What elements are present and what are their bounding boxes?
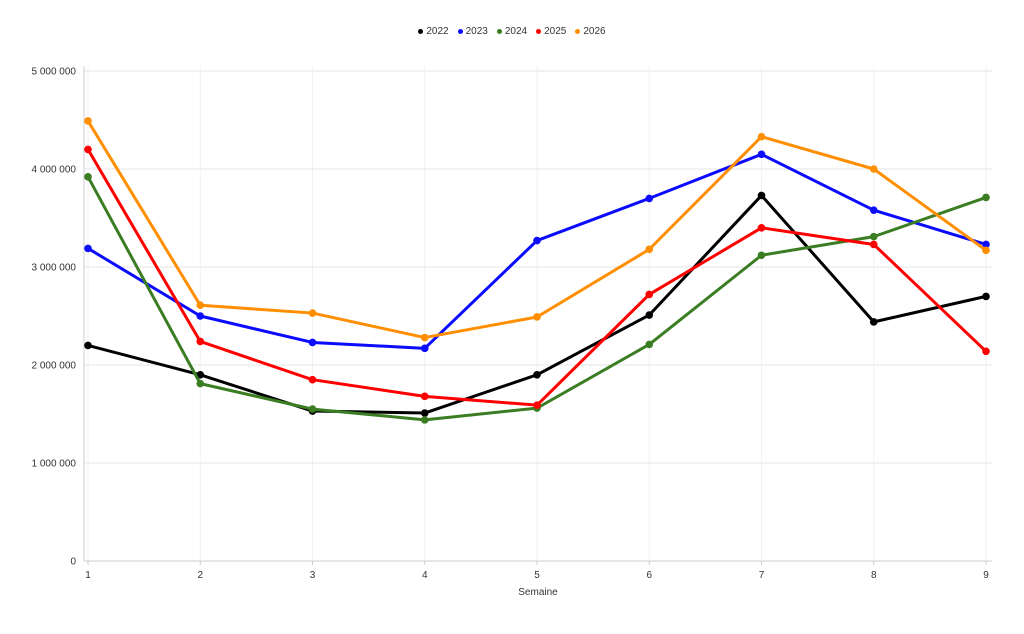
data-point-2026-w3 [308,309,317,317]
y-tick-label: 0 [70,557,76,568]
data-point-2023-w4 [420,344,429,353]
data-point-2024-w3 [308,405,317,413]
y-tick-label: 3 000 000 [32,263,77,274]
x-tick-label: 2 [197,570,203,581]
x-tick-label: 8 [871,570,877,581]
data-point-2025-w8 [869,240,878,249]
legend-marker-icon [418,29,424,34]
data-point-2022-w1 [84,341,92,350]
x-tick-label: 7 [759,570,765,581]
data-point-2024-w4 [420,416,429,424]
data-point-2023-w5 [533,236,541,245]
y-tick-label: 2 000 000 [32,361,77,372]
legend-item-2026: 2026 [575,26,606,37]
data-point-2024-w7 [757,251,766,260]
x-tick-label: 3 [310,570,316,581]
legend-marker-icon [496,29,502,34]
data-point-2022-w4 [420,409,429,417]
data-point-2025-w9 [982,347,990,356]
legend-marker-icon [536,29,542,34]
legend-item-2024: 2024 [496,26,528,37]
data-point-2025-w1 [84,145,92,154]
x-tick-label: 4 [422,570,428,581]
x-tick-label: 9 [983,570,989,581]
x-axis-title: Semaine [518,587,558,598]
data-point-2026-w9 [982,246,990,255]
data-point-2022-w9 [982,292,990,301]
legend-marker-icon [575,29,581,34]
legend-marker-icon [457,29,463,34]
data-point-2026-w5 [533,313,541,321]
legend-label: 2023 [465,26,488,37]
data-point-2024-w6 [645,340,654,349]
data-point-2022-w8 [869,318,878,326]
data-point-2023-w7 [757,150,766,159]
data-point-2022-w5 [533,371,541,379]
data-point-2023-w1 [84,244,92,253]
data-point-2024-w1 [84,173,92,181]
data-point-2026-w4 [420,333,429,342]
data-point-2023-w2 [196,312,205,320]
data-point-2024-w2 [196,379,205,388]
data-point-2025-w3 [308,375,317,384]
x-tick-label: 5 [534,570,540,581]
data-point-2025-w2 [196,337,205,346]
data-point-2026-w6 [645,245,654,254]
legend-label: 2024 [504,26,528,37]
x-tick-label: 6 [646,570,652,581]
data-point-2022-w7 [757,191,766,200]
data-point-2024-w9 [982,193,990,202]
data-point-2022-w2 [196,371,205,379]
data-point-2025-w7 [757,224,766,232]
y-tick-label: 4 000 000 [32,165,77,176]
data-point-2024-w8 [869,232,878,241]
chart-legend: 2022 2023 2024 2025 2026 [0,26,1024,37]
data-point-2022-w6 [645,311,654,319]
y-tick-label: 5 000 000 [32,67,77,78]
legend-item-2023: 2023 [457,26,488,37]
data-point-2023-w9 [982,240,990,249]
data-point-2025-w6 [645,290,654,299]
legend-item-2025: 2025 [536,26,566,37]
data-point-2026-w1 [84,117,92,125]
data-point-2026-w8 [869,165,878,173]
data-point-2025-w5 [533,401,541,409]
data-point-2023-w6 [645,194,654,203]
x-tick-label: 1 [85,570,91,581]
legend-item-2022: 2022 [418,26,449,37]
data-point-2026-w7 [757,132,766,141]
legend-label: 2022 [426,26,449,37]
data-point-2025-w4 [420,392,429,401]
y-tick-label: 1 000 000 [32,459,77,470]
legend-label: 2025 [544,26,567,37]
data-point-2023-w8 [869,206,878,214]
legend-label: 2026 [583,26,606,37]
data-point-2026-w2 [196,301,205,310]
data-point-2023-w3 [308,338,317,347]
